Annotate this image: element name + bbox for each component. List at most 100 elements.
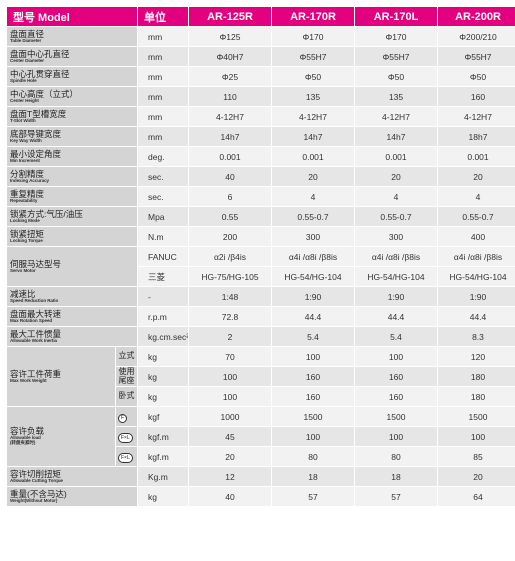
value-cell: 64 [438, 487, 515, 506]
value-cell: 0.55-0.7 [438, 207, 515, 226]
table-row: 中心高度（立式） Center Height mm 110 135 135 160 [7, 87, 515, 106]
header-model-label: 型号 Model [7, 7, 137, 26]
unit-cell: r.p.m [138, 307, 188, 326]
row-name-cn: 最小设定角度 [10, 148, 62, 159]
unit-cell: mm [138, 127, 188, 146]
value-cell: 1:90 [438, 287, 515, 306]
value-cell: 14h7 [355, 127, 437, 146]
table-row-work-weight: 卧式 kg 100 160 160 180 [7, 387, 515, 406]
value-cell: 0.001 [272, 147, 354, 166]
table-row: 盘面直径 Table Diameter mm Φ125 Φ170 Φ170 Φ200/210 [7, 27, 515, 46]
row-name-cn: 容许切削扭矩 [10, 468, 62, 479]
row-name-cn: 容许工件荷重 [10, 368, 62, 379]
row-name-en: Max Work Weight [10, 377, 47, 383]
load-diagram-icon: F×L [118, 452, 133, 463]
row-name-en: Min Increment [10, 157, 40, 163]
row-name-cn: 盘面中心孔直径 [10, 48, 70, 59]
value-cell: 40 [189, 487, 271, 506]
row-name-cn: 盘面T型槽宽度 [10, 108, 67, 119]
unit-cell: 三菱 [138, 267, 188, 286]
load-icon-cell: F×L [116, 447, 137, 466]
table-row: 底部导键宽度 Key Way Width mm 14h7 14h7 14h7 18h7 [7, 127, 515, 146]
value-cell: 45 [189, 427, 271, 446]
value-cell: 44.4 [438, 307, 515, 326]
value-cell: 135 [272, 87, 354, 106]
table-row: 中心孔贯穿直径 Spindle Hole mm Φ25 Φ50 Φ50 Φ50 [7, 67, 515, 86]
row-name: 减速比 Speed Reduction Ratio [7, 287, 137, 306]
unit-cell: mm [138, 107, 188, 126]
value-cell: α4i /α8i /β8is [438, 247, 515, 266]
unit-cell: kgf.m [138, 427, 188, 446]
value-cell: 100 [355, 427, 437, 446]
load-diagram-icon: F×L [118, 432, 133, 443]
row-name-cn: 底部导键宽度 [10, 128, 62, 139]
row-name-cn: 重量(不含马达) [10, 488, 67, 499]
value-cell: 4-12H7 [355, 107, 437, 126]
table-row-servo-mitsu: 三菱 HG-75/HG-105 HG-54/HG-104 HG-54/HG-104 HG… [7, 267, 515, 286]
value-cell: 1500 [355, 407, 437, 426]
value-cell: 100 [189, 367, 271, 386]
value-cell: 0.55 [189, 207, 271, 226]
value-cell: 160 [355, 367, 437, 386]
value-cell: 4-12H7 [189, 107, 271, 126]
row-name-en: Locking Torque [10, 237, 43, 243]
row-name-en: T-Slot Width [10, 117, 36, 123]
row-name-en: Key Way Width [10, 137, 42, 143]
value-cell: Φ170 [272, 27, 354, 46]
load-diagram-icon: F [118, 413, 127, 423]
value-cell: 300 [272, 227, 354, 246]
value-cell: 20 [189, 447, 271, 466]
row-name: 重复精度 Repeatability [7, 187, 137, 206]
value-cell: 180 [438, 387, 515, 406]
value-cell: 110 [189, 87, 271, 106]
row-name: 盘面中心孔直径 Center Diameter [7, 47, 137, 66]
header-unit-label: 单位 [138, 7, 188, 26]
row-name: 容许切削扭矩 Allowable Cutting Torque [7, 467, 137, 486]
value-cell: Φ25 [189, 67, 271, 86]
row-name-en: Allowable Cutting Torque [10, 477, 63, 483]
value-cell: Φ50 [438, 67, 515, 86]
row-name: 盘面直径 Table Diameter [7, 27, 137, 46]
value-cell: 0.001 [189, 147, 271, 166]
unit-cell: mm [138, 67, 188, 86]
value-cell: 400 [438, 227, 515, 246]
row-name: 重量(不含马达) Weight(Without Motor) [7, 487, 137, 506]
unit-cell: N.m [138, 227, 188, 246]
row-name: 中心孔贯穿直径 Spindle Hole [7, 67, 137, 86]
value-cell: 1:48 [189, 287, 271, 306]
value-cell: α2i /β4is [189, 247, 271, 266]
row-name-en: Center Diameter [10, 57, 44, 63]
table-row: 锁紧方式:气压/油压 Locking Mode Mpa 0.55 0.55-0.7 0.5… [7, 207, 515, 226]
value-cell: 160 [272, 367, 354, 386]
value-cell: 40 [189, 167, 271, 186]
row-name-cn: 分割精度 [10, 168, 45, 179]
value-cell: Φ40H7 [189, 47, 271, 66]
value-cell: 1:90 [355, 287, 437, 306]
value-cell: 4-12H7 [438, 107, 515, 126]
value-cell: Φ50 [355, 67, 437, 86]
unit-cell: kg [138, 487, 188, 506]
row-name-en: Table Diameter [10, 37, 42, 43]
spec-table: 型号 Model 单位 AR-125R AR-170R AR-170L AR-2… [6, 6, 515, 507]
unit-cell: kg.cm.sec² [138, 327, 188, 346]
value-cell: 135 [355, 87, 437, 106]
value-cell: 57 [272, 487, 354, 506]
value-cell: 300 [355, 227, 437, 246]
row-name-en: Speed Reduction Ratio [10, 297, 59, 303]
table-row-load: F×L kgf.m 45 100 100 100 [7, 427, 515, 446]
row-name-en: Indexing Accuracy [10, 177, 49, 183]
row-name: 伺服马达型号 Servo Motor [7, 247, 137, 286]
table-row: 分割精度 Indexing Accuracy sec. 40 20 20 20 [7, 167, 515, 186]
unit-cell: kgf [138, 407, 188, 426]
row-name: 容许负载 Allowable load (转盘夹紧时) [7, 407, 115, 466]
row-name-cn: 中心孔贯穿直径 [10, 68, 70, 79]
row-name: 最小设定角度 Min Increment [7, 147, 137, 166]
table-row: 盘面中心孔直径 Center Diameter mm Φ40H7 Φ55H7 Φ55H7 Φ… [7, 47, 515, 66]
value-cell: Φ55H7 [272, 47, 354, 66]
table-row-load: F×L kgf.m 20 80 80 85 [7, 447, 515, 466]
value-cell: 18h7 [438, 127, 515, 146]
value-cell: 5.4 [272, 327, 354, 346]
value-cell: HG-75/HG-105 [189, 267, 271, 286]
value-cell: 14h7 [272, 127, 354, 146]
value-cell: HG-54/HG-104 [355, 267, 437, 286]
